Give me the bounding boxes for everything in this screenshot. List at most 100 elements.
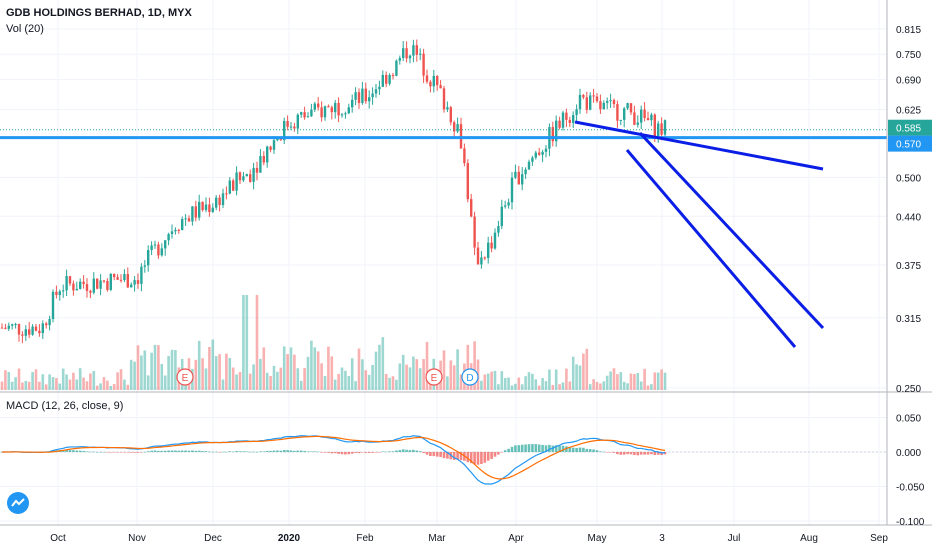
candle-body [599,101,602,110]
candle-body [565,112,568,120]
macd-histogram-bar [483,452,487,463]
candle-body [592,95,595,97]
volume-bar [27,381,31,390]
volume-bar [531,373,534,390]
macd-histogram-bar [514,445,517,452]
time-tick-label: Oct [50,533,66,544]
candle-body [48,319,51,326]
candle-body [575,109,578,115]
macd-histogram-bar [140,452,143,453]
volume-bar [466,344,470,390]
macd-histogram-bar [469,452,473,464]
macd-histogram-bar [340,452,344,455]
macd-histogram-bar [330,452,334,454]
tradingview-logo[interactable] [7,492,29,514]
macd-histogram-bar [473,452,476,465]
volume-bar [255,295,259,390]
candle-body [456,124,459,132]
volume-bars [0,295,667,390]
macd-histogram-bar [582,447,585,452]
volume-bar [153,344,157,390]
candle-body [160,248,163,256]
candle-body [143,265,146,267]
volume-bar [330,356,334,390]
volume-bar [398,363,402,390]
volume-bar [558,384,561,390]
candle-body [157,244,160,256]
macd-histogram-bar [299,450,303,452]
macd-histogram-bar [282,450,286,452]
candle-body [582,95,585,98]
candle-body [493,232,497,249]
volume-bar [235,374,238,390]
macd-histogram-bar [374,452,378,453]
candle-body [633,112,636,125]
macd-histogram-bar [643,452,646,455]
macd-histogram-bar [214,451,218,453]
volume-bar [490,371,493,390]
macd-histogram-bar [293,450,296,452]
candle-body [405,48,408,59]
volume-bar [548,369,551,390]
macd-histogram-bar [167,450,170,452]
volume-bar [575,364,578,390]
volume-bar [371,365,374,390]
macd-histogram-bar [89,451,92,453]
time-tick-label: 3 [659,533,665,544]
macd-histogram-bar [517,445,521,452]
candle-body [497,226,500,233]
volume-bar [51,377,55,390]
volume-label: Vol (20) [6,23,44,35]
macd-histogram-bar [653,452,657,456]
volume-bar [350,358,354,390]
volume-bar [150,352,153,390]
time-tick-label: Jul [728,533,741,544]
candles [0,39,667,344]
macd-histogram-bar [85,451,89,452]
candle-body [561,112,565,128]
macd-histogram-bar [279,450,283,452]
macd-histogram-bar [126,452,130,453]
volume-bar [286,354,289,390]
volume-bar [656,372,660,390]
candle-body [351,99,354,108]
grid [0,0,887,525]
macd-histogram-bar [650,452,653,455]
macd-histogram-bar [286,450,289,452]
candle-body [21,334,24,336]
candle-body [473,216,476,248]
candle-body [130,284,133,288]
macd-histogram-bar [323,452,327,453]
candle-body [636,122,639,125]
candle-body [194,206,197,218]
volume-bar [194,359,198,390]
candle-body [262,155,265,163]
macd-histogram-bar [395,450,398,452]
macd-histogram-bar [422,452,425,454]
macd-histogram-bar [415,450,419,452]
macd-histogram-bar [609,452,612,453]
candle-body [442,88,446,110]
candle-body [572,114,575,123]
macd-histogram-bar [191,450,194,452]
macd-histogram-bar [497,452,500,455]
candle-body [259,155,262,173]
candle-body [191,206,194,222]
candle-body [555,120,558,142]
candle-body [415,45,418,55]
volume-bar [622,381,626,390]
macd-histogram-bar [102,451,106,453]
candle-body [72,283,75,291]
candle-body [323,106,327,118]
macd-histogram-bar [174,450,177,452]
candle-body [578,95,582,110]
macd-histogram-bar [306,451,310,452]
macd-histogram-bar [565,446,568,452]
macd-histogram-bar [228,451,232,452]
volume-bar [473,341,476,390]
candle-body [255,167,259,173]
macd-histogram-bar [578,447,582,452]
volume-bar [510,385,514,390]
